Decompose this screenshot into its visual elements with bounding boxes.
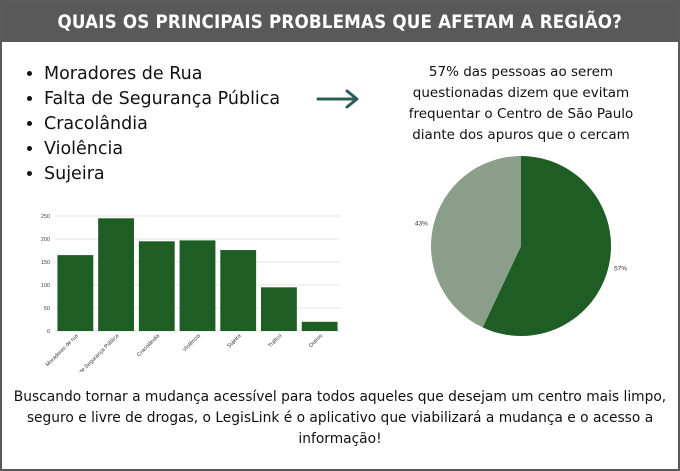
arrow-right-icon bbox=[316, 89, 359, 109]
pie-label: 57% bbox=[614, 265, 627, 272]
statistic-text: 57% das pessoas ao serem questionadas di… bbox=[408, 64, 634, 143]
y-tick-label: 250 bbox=[41, 214, 50, 220]
pie-slice bbox=[431, 156, 521, 328]
footer-text: Buscando tornar a mudança acessível para… bbox=[13, 389, 667, 447]
x-tick-label: Outros bbox=[308, 333, 324, 349]
bar bbox=[57, 255, 94, 331]
y-tick-label: 0 bbox=[47, 329, 50, 335]
problem-list: Moradores de Rua Falta de Segurança Públ… bbox=[24, 62, 280, 187]
y-tick-label: 50 bbox=[44, 306, 50, 312]
list-item: Falta de Segurança Pública bbox=[44, 87, 280, 112]
pie-chart: 57% 43% bbox=[415, 156, 627, 336]
list-item: Sujeira bbox=[44, 162, 280, 187]
bar bbox=[98, 218, 134, 331]
x-tick-label: Violência bbox=[182, 333, 203, 354]
x-tick-label: Moradores de rua bbox=[45, 333, 81, 369]
page-title: QUAIS OS PRINCIPAIS PROBLEMAS QUE AFETAM… bbox=[57, 11, 623, 33]
x-tick-label: Tráfico bbox=[267, 333, 283, 349]
x-tick-label: Cracolândia bbox=[136, 333, 162, 359]
bar bbox=[301, 321, 338, 331]
list-item: Violência bbox=[44, 137, 280, 162]
pie-label: 43% bbox=[415, 221, 428, 228]
bar bbox=[179, 240, 216, 331]
y-tick-label: 150 bbox=[41, 260, 50, 266]
y-tick-label: 200 bbox=[41, 237, 50, 243]
x-tick-label: Sujeira bbox=[226, 333, 243, 350]
title-banner: QUAIS OS PRINCIPAIS PROBLEMAS QUE AFETAM… bbox=[2, 2, 678, 42]
y-tick-label: 100 bbox=[41, 283, 50, 289]
bar bbox=[138, 241, 175, 331]
list-item: Moradores de Rua bbox=[44, 62, 280, 87]
pie-slice bbox=[482, 156, 611, 336]
bar bbox=[220, 250, 257, 331]
bar bbox=[261, 287, 297, 331]
list-item: Cracolândia bbox=[44, 112, 280, 137]
